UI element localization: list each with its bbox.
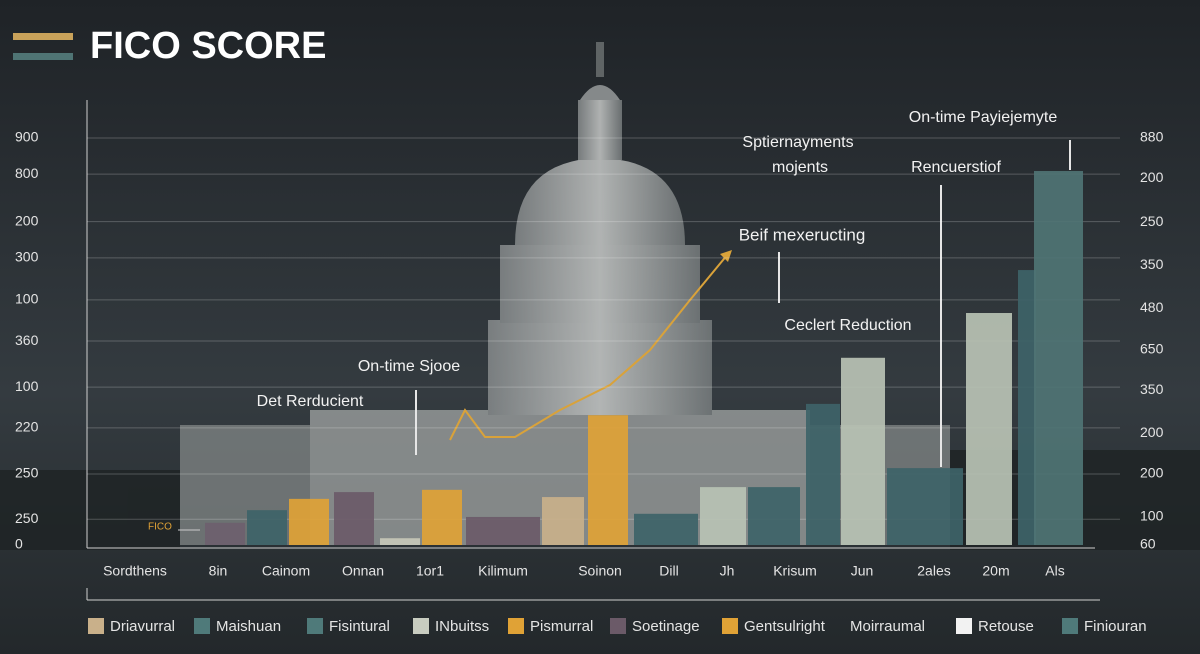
annotation: mojents [772,159,828,176]
y-tick-label: 0 [15,536,23,552]
x-tick-label: 20m [982,563,1009,579]
x-tick-label: Soinon [578,563,622,579]
bar [466,516,540,545]
statue [596,42,604,77]
upper-drum [500,245,700,323]
bar [542,497,584,545]
legend-label: Finiouran [1084,618,1147,635]
bar [588,415,628,545]
y2-tick-label: 200 [1140,169,1164,185]
x-tick-label: Kilimum [478,563,528,579]
legend-label: Retouse [978,618,1034,635]
y-tick-label: 100 [15,378,39,394]
y-tick-label: 800 [15,165,39,181]
annotation: Rencuerstiof [911,159,1001,176]
bar [289,498,329,545]
x-tick-label: 2ales [917,563,950,579]
drum [488,320,712,415]
bar-tag: FICO [148,522,172,533]
legend-swatch [956,618,972,634]
y2-tick-label: 100 [1140,507,1164,523]
bar [841,357,885,545]
bar [700,487,746,545]
bar [1034,171,1083,546]
bar [205,522,245,545]
x-tick-label: Als [1045,563,1064,579]
bar [806,403,840,545]
x-tick-label: Krisum [773,563,817,579]
x-tick-label: 1or1 [416,563,444,579]
legend-swatch [413,618,429,634]
legend-label: Soetinage [632,618,700,635]
annotation: Ceclert Reduction [784,317,911,334]
bar [966,313,1012,545]
x-tick-label: Jun [851,563,874,579]
y-tick-label: 220 [15,419,39,435]
legend-swatch [610,618,626,634]
legend-label: Pismurral [530,618,593,635]
legend-swatch [508,618,524,634]
legend-label: Fisintural [329,618,390,635]
bar [1018,270,1036,545]
legend-swatch [1062,618,1078,634]
bar [634,513,698,545]
y2-tick-label: 60 [1140,536,1156,552]
bar [334,492,374,545]
x-tick-label: Sordthens [103,563,167,579]
annotation: Sptiernayments [742,134,853,151]
y2-tick-label: 250 [1140,213,1164,229]
annotation: Det Rerducient [257,393,364,410]
y2-tick-label: 880 [1140,129,1164,145]
legend-label: Gentsulright [744,618,826,635]
legend-label: Moirraumal [850,618,925,635]
trend-arrow [720,250,732,262]
y-tick-label: 250 [15,465,39,481]
legend-label: INbuitss [435,618,489,635]
legend-swatch [722,618,738,634]
y-tick-label: 360 [15,332,39,348]
trees [0,470,180,550]
y-tick-label: 100 [15,291,39,307]
dome [515,158,685,245]
x-tick-label: Dill [659,563,678,579]
y2-tick-label: 200 [1140,424,1164,440]
title-icon [13,33,73,40]
x-tick-label: 8in [209,563,228,579]
y-tick-label: 300 [15,249,39,265]
legend-swatch [307,618,323,634]
lantern-top [580,85,620,100]
y2-tick-label: 650 [1140,341,1164,357]
annotation: On-time Payiejemyte [909,109,1058,126]
y-tick-label: 200 [15,212,39,228]
y2-tick-label: 480 [1140,299,1164,315]
y2-tick-label: 350 [1140,381,1164,397]
legend-swatch [194,618,210,634]
x-tick-label: Jh [720,563,735,579]
chart-title: FICO SCORE [90,25,326,67]
legend-label: Maishuan [216,618,281,635]
bar [380,538,420,545]
annotation: Beif mexeructing [739,225,866,244]
legend-label: Driavurral [110,618,175,635]
x-tick-label: Cainom [262,563,310,579]
annotation: On-time Sjooe [358,358,460,375]
y-tick-label: 900 [15,129,39,145]
y-tick-label: 250 [15,510,39,526]
x-tick-label: Onnan [342,563,384,579]
bar [887,468,963,545]
y2-tick-label: 200 [1140,464,1164,480]
bar [422,489,462,545]
lantern [578,100,622,160]
legend-swatch [88,618,104,634]
y2-tick-label: 350 [1140,256,1164,272]
bar [748,487,800,545]
bar [247,510,287,545]
trend-line [449,253,729,441]
title-icon [13,53,73,60]
